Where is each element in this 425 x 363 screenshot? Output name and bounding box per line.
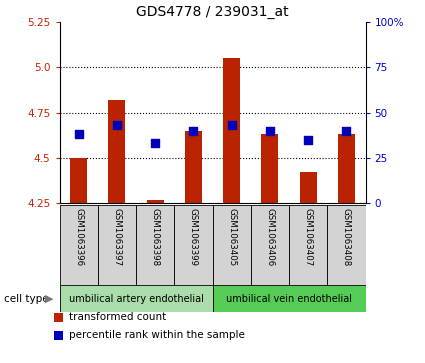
Bar <box>174 205 212 285</box>
Text: GSM1063406: GSM1063406 <box>265 208 275 266</box>
Text: ▶: ▶ <box>45 294 53 303</box>
Bar <box>212 285 366 312</box>
Text: GSM1063408: GSM1063408 <box>342 208 351 266</box>
Bar <box>327 205 366 285</box>
Bar <box>136 205 174 285</box>
Text: GSM1063399: GSM1063399 <box>189 208 198 266</box>
Text: umbilical vein endothelial: umbilical vein endothelial <box>226 294 352 303</box>
Text: percentile rank within the sample: percentile rank within the sample <box>69 330 245 340</box>
Bar <box>223 58 240 203</box>
Text: GSM1063407: GSM1063407 <box>303 208 313 266</box>
Bar <box>300 172 317 203</box>
Point <box>305 137 312 143</box>
Point <box>343 128 350 134</box>
Point <box>113 122 120 128</box>
Bar <box>147 200 164 203</box>
Point <box>152 140 159 146</box>
Bar <box>251 205 289 285</box>
Title: GDS4778 / 239031_at: GDS4778 / 239031_at <box>136 5 289 19</box>
Bar <box>185 131 202 203</box>
Bar <box>98 205 136 285</box>
Point <box>75 131 82 137</box>
Point <box>266 128 273 134</box>
Bar <box>60 205 98 285</box>
Bar <box>289 205 327 285</box>
Bar <box>70 158 87 203</box>
Bar <box>338 134 355 203</box>
Text: GSM1063397: GSM1063397 <box>112 208 122 266</box>
Text: transformed count: transformed count <box>69 312 166 322</box>
Text: umbilical artery endothelial: umbilical artery endothelial <box>68 294 204 303</box>
Bar <box>54 331 63 340</box>
Text: GSM1063396: GSM1063396 <box>74 208 83 266</box>
Bar <box>60 285 212 312</box>
Point <box>228 122 235 128</box>
Bar <box>261 134 278 203</box>
Bar <box>108 100 125 203</box>
Bar <box>54 313 63 322</box>
Text: GSM1063398: GSM1063398 <box>150 208 160 266</box>
Text: cell type: cell type <box>4 294 49 303</box>
Bar <box>212 205 251 285</box>
Point <box>190 128 197 134</box>
Text: GSM1063405: GSM1063405 <box>227 208 236 266</box>
